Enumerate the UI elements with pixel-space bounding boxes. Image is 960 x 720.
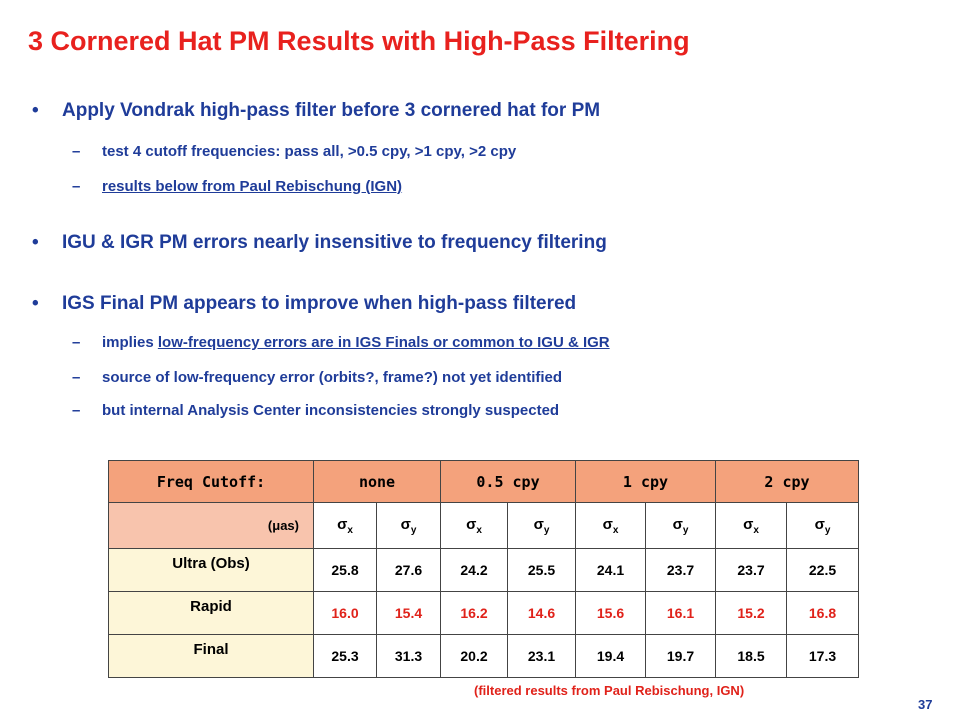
subscript: x (753, 524, 759, 536)
subscript: y (543, 524, 550, 536)
data-row: Ultra (Obs) 25.8 27.6 24.2 25.5 24.1 23.7 23.7 2… (108, 548, 859, 592)
row-label: Final (108, 634, 314, 678)
bullet: Apply Vondrak high-pass filter before 3 … (32, 100, 601, 122)
header-row: Freq Cutoff: none 0.5 cpy 1 cpy 2 cpy (108, 460, 859, 503)
sub-bullet: implies low-frequency errors are in IGS … (72, 334, 610, 351)
sub-bullet-text: results below from Paul Rebischung (IGN) (102, 178, 403, 195)
data-row: Rapid 16.0 15.4 16.2 14.6 15.6 16.1 15.2 16.8 (108, 591, 859, 635)
sub-bullet: test 4 cutoff frequencies: pass all, >0.… (72, 143, 516, 160)
value-cell: 24.2 (440, 548, 508, 592)
subscript: y (824, 524, 831, 536)
symbol: σ (337, 515, 348, 533)
value-cell: 19.7 (645, 634, 716, 678)
subheader-cell: σx (715, 502, 787, 549)
subheader-cell: σx (575, 502, 646, 549)
slide-title: 3 Cornered Hat PM Results with High-Pass… (28, 26, 690, 56)
subheader-row: (μas) σx σy σx σy σx σy σx σy (108, 502, 859, 549)
subscript: y (682, 524, 689, 536)
data-row: Final 25.3 31.3 20.2 23.1 19.4 19.7 18.5 17.3 (108, 634, 859, 678)
value-cell: 15.6 (575, 591, 646, 635)
symbol: σ (533, 515, 544, 533)
sub-bullet-underlined: low-frequency errors are in IGS Finals o… (157, 334, 610, 351)
value-cell: 24.1 (575, 548, 646, 592)
value-cell: 25.8 (313, 548, 377, 592)
subscript: x (347, 524, 353, 536)
symbol: σ (466, 515, 477, 533)
value-cell: 14.6 (507, 591, 576, 635)
sub-bullet-text: test 4 cutoff frequencies: pass all, >0.… (102, 143, 517, 160)
value-cell: 20.2 (440, 634, 508, 678)
subheader-cell: σx (313, 502, 377, 549)
sub-bullet: but internal Analysis Center inconsisten… (72, 402, 559, 419)
value-cell: 17.3 (786, 634, 859, 678)
value-cell: 27.6 (376, 548, 441, 592)
symbol: σ (814, 515, 825, 533)
header-cell: 0.5 cpy (440, 460, 576, 503)
value-cell: 15.2 (715, 591, 787, 635)
value-cell: 23.7 (645, 548, 716, 592)
row-label: Ultra (Obs) (108, 548, 314, 592)
bullet-text: IGS Final PM appears to improve when hig… (62, 293, 577, 314)
subheader-cell: σy (786, 502, 859, 549)
page-number: 37 (918, 697, 933, 712)
subheader-cell: σy (507, 502, 576, 549)
value-cell: 23.1 (507, 634, 576, 678)
symbol: σ (602, 515, 613, 533)
results-table: Freq Cutoff: none 0.5 cpy 1 cpy 2 cpy (μas) σx… (108, 460, 859, 678)
bullet: IGS Final PM appears to improve when hig… (32, 293, 577, 315)
symbol: σ (400, 515, 411, 533)
sub-bullet: source of low-frequency error (orbits?, … (72, 369, 562, 386)
header-cell: 1 cpy (575, 460, 716, 503)
value-cell: 16.8 (786, 591, 859, 635)
subheader-cell: σy (376, 502, 441, 549)
value-cell: 18.5 (715, 634, 787, 678)
header-cell: Freq Cutoff: (108, 460, 314, 503)
bullet-text: Apply Vondrak high-pass filter before 3 … (62, 100, 601, 121)
value-cell: 19.4 (575, 634, 646, 678)
subheader-cell: σx (440, 502, 508, 549)
bullet-text: IGU & IGR PM errors nearly insensitive t… (62, 232, 607, 253)
footnote: (filtered results from Paul Rebischung, … (474, 683, 745, 698)
value-cell: 16.1 (645, 591, 716, 635)
value-cell: 25.3 (313, 634, 377, 678)
value-cell: 15.4 (376, 591, 441, 635)
sub-bullet-text: implies (102, 334, 158, 351)
bullet: IGU & IGR PM errors nearly insensitive t… (32, 232, 607, 254)
unit-cell: (μas) (108, 502, 314, 549)
sub-bullet: results below from Paul Rebischung (IGN) (72, 178, 402, 195)
symbol: σ (672, 515, 683, 533)
value-cell: 22.5 (786, 548, 859, 592)
subscript: x (612, 524, 619, 536)
subscript: x (476, 524, 482, 536)
sub-bullet-text: source of low-frequency error (orbits?, … (102, 369, 563, 386)
value-cell: 25.5 (507, 548, 576, 592)
value-cell: 16.0 (313, 591, 377, 635)
value-cell: 31.3 (376, 634, 441, 678)
row-label: Rapid (108, 591, 314, 635)
value-cell: 16.2 (440, 591, 508, 635)
sub-bullet-text: but internal Analysis Center inconsisten… (102, 402, 560, 419)
header-cell: none (313, 460, 441, 503)
subscript: y (410, 524, 417, 536)
subheader-cell: σy (645, 502, 716, 549)
header-cell: 2 cpy (715, 460, 859, 503)
symbol: σ (743, 515, 754, 533)
value-cell: 23.7 (715, 548, 787, 592)
